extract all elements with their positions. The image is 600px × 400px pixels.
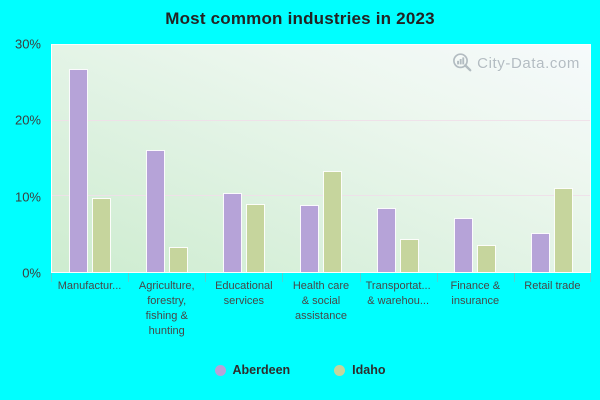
bar-group-3	[206, 45, 283, 272]
x-category-text: Transportat... & warehou...	[365, 280, 431, 307]
bar-aberdeen-7	[530, 232, 550, 272]
x-category-label-4: Health care & social assistance	[282, 279, 359, 339]
legend: Aberdeen Idaho	[0, 363, 600, 377]
bar-group-5	[359, 45, 436, 272]
bar-idaho-6	[476, 244, 496, 272]
x-category-label-6: Finance & insurance	[437, 279, 514, 339]
gridline-20	[52, 119, 590, 121]
y-tick-label-10: 10%	[14, 189, 41, 205]
bar-idaho-2	[169, 247, 189, 272]
legend-label-aberdeen: Aberdeen	[232, 363, 291, 377]
bar-aberdeen-1	[69, 69, 89, 272]
chart-title: Most common industries in 2023	[165, 9, 435, 28]
x-tick-5	[436, 273, 438, 282]
bar-idaho-1	[92, 197, 112, 272]
x-category-label-2: Agriculture, forestry, fishing & hunting	[128, 279, 205, 339]
x-category-text: Agriculture, forestry, fishing & hunting	[138, 280, 195, 337]
legend-dot-idaho	[334, 364, 346, 376]
watermark-text: City-Data.com	[477, 54, 580, 72]
legend-item-aberdeen: Aberdeen	[214, 363, 291, 377]
x-category-text: Manufactur...	[57, 280, 122, 292]
gridline-10	[52, 195, 590, 197]
legend-item-idaho: Idaho	[334, 363, 386, 377]
bar-aberdeen-6	[453, 217, 473, 272]
bar-group-1	[52, 45, 129, 272]
x-category-text: Finance & insurance	[450, 280, 501, 307]
bar-group-4	[283, 45, 360, 272]
x-axis-labels: Manufactur... Agriculture, forestry, fish…	[51, 279, 591, 339]
bar-group-7	[513, 45, 590, 272]
bar-idaho-4	[323, 171, 342, 272]
x-tick-1	[128, 273, 130, 282]
legend-label-idaho: Idaho	[352, 363, 386, 377]
x-category-text: Health care & social assistance	[292, 280, 350, 322]
x-category-text: Retail trade	[524, 280, 581, 292]
x-tick-7	[590, 273, 591, 282]
x-tick-3	[282, 273, 284, 282]
y-tick-label-20: 20%	[14, 112, 41, 128]
x-tick-4	[359, 273, 361, 282]
bar-aberdeen-4	[300, 205, 319, 272]
y-tick-label-30: 30%	[14, 36, 41, 52]
plot-area: City-Data.com	[51, 44, 591, 273]
x-tick-0	[51, 273, 52, 282]
x-category-label-3: Educational services	[205, 279, 282, 339]
bar-aberdeen-5	[376, 207, 396, 272]
magnifier-bars-icon	[453, 53, 472, 72]
x-category-text: Educational services	[215, 280, 273, 307]
x-tick-2	[205, 273, 207, 282]
bar-idaho-5	[399, 238, 419, 272]
x-tick-6	[513, 273, 515, 282]
bar-group-6	[436, 45, 513, 272]
y-axis-labels: 0% 10% 20% 30%	[0, 37, 46, 281]
watermark: City-Data.com	[451, 52, 580, 74]
bar-idaho-3	[246, 203, 266, 272]
bar-idaho-7	[553, 188, 573, 272]
x-category-label-1: Manufactur...	[51, 279, 128, 339]
y-tick-label-0: 0%	[22, 265, 41, 281]
x-category-label-5: Transportat... & warehou...	[360, 279, 437, 339]
bar-group-2	[129, 45, 206, 272]
bars-layer	[52, 45, 590, 272]
x-axis-ticks	[51, 273, 591, 282]
legend-dot-aberdeen	[214, 364, 226, 376]
bar-aberdeen-3	[223, 192, 243, 272]
x-category-label-7: Retail trade	[514, 279, 591, 339]
bar-aberdeen-2	[146, 150, 166, 272]
